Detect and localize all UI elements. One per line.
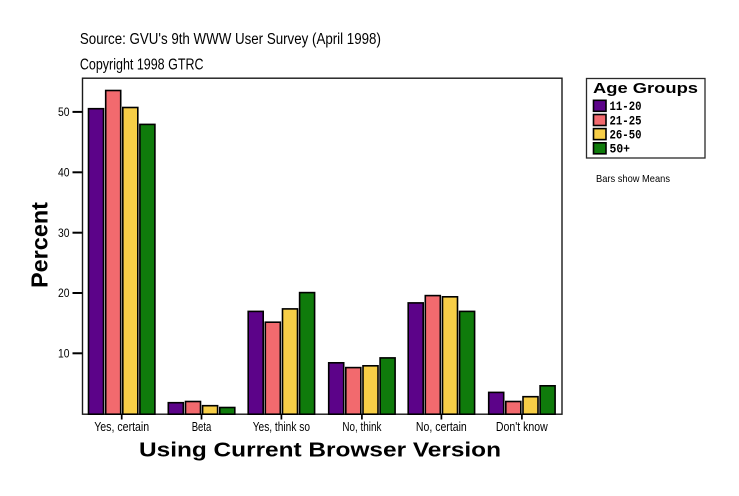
svg-text:Don't know: Don't know (496, 419, 548, 434)
svg-text:20: 20 (58, 288, 70, 300)
svg-text:50+: 50+ (610, 143, 631, 157)
svg-text:21-25: 21-25 (610, 114, 642, 128)
svg-text:Percent: Percent (27, 202, 53, 288)
svg-text:30: 30 (58, 228, 70, 240)
svg-text:Bars show Means: Bars show Means (596, 173, 670, 185)
svg-text:26-50: 26-50 (610, 129, 642, 143)
svg-text:Copyright 1998 GTRC: Copyright 1998 GTRC (80, 57, 204, 74)
svg-text:50: 50 (58, 107, 70, 119)
svg-text:No, certain: No, certain (416, 419, 467, 434)
svg-text:11-20: 11-20 (610, 100, 642, 114)
svg-text:40: 40 (58, 167, 70, 179)
svg-text:10: 10 (58, 348, 70, 360)
svg-text:Using Current Browser Version: Using Current Browser Version (139, 438, 501, 461)
svg-text:Age Groups: Age Groups (593, 81, 698, 97)
svg-text:Source: GVU's 9th WWW User Sur: Source: GVU's 9th WWW User Survey (April… (80, 31, 381, 48)
svg-text:Beta: Beta (192, 419, 212, 434)
svg-text:No, think: No, think (342, 419, 381, 434)
svg-text:Yes, think so: Yes, think so (253, 419, 310, 434)
svg-text:Yes, certain: Yes, certain (94, 419, 149, 434)
